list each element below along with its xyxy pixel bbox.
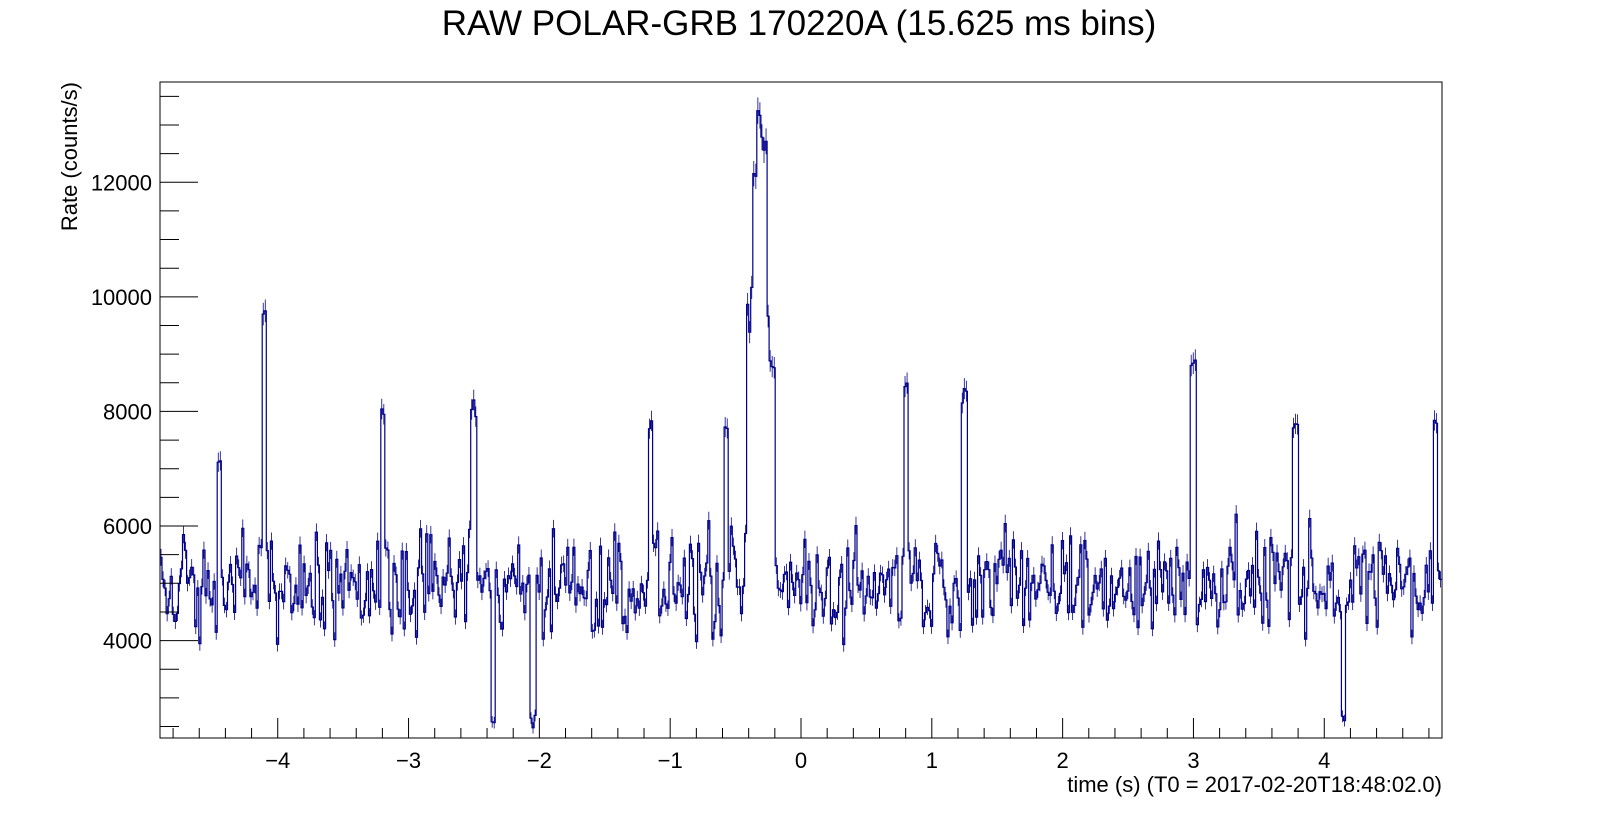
y-tick-label: 12000 [91,170,152,195]
x-tick-label: 2 [1057,748,1069,773]
x-tick-label: −3 [396,748,421,773]
x-axis-title: time (s) (T0 = 2017-02-20T18:48:02.0) [1067,772,1442,797]
y-tick-label: 4000 [103,629,152,654]
data-series [160,97,1442,734]
y-tick-label: 6000 [103,514,152,539]
x-axis: −4 −3 −2 −1 0 1 2 3 4 [172,718,1430,773]
x-tick-label: −4 [265,748,290,773]
y-axis-title: Rate (counts/s) [57,82,82,231]
plot-frame [159,81,1443,739]
rate-histogram-line [160,110,1442,729]
plot-area-border [159,81,1443,739]
x-tick-label: −1 [658,748,683,773]
y-axis: 4000 6000 8000 10000 12000 [91,95,198,728]
x-tick-label: −2 [527,748,552,773]
x-tick-label: 4 [1318,748,1330,773]
x-tick-label: 1 [926,748,938,773]
x-tick-label: 3 [1187,748,1199,773]
y-tick-label: 8000 [103,399,152,424]
chart-title: RAW POLAR-GRB 170220A (15.625 ms bins) [441,4,1157,43]
x-tick-label: 0 [795,748,807,773]
y-tick-label: 10000 [91,285,152,310]
